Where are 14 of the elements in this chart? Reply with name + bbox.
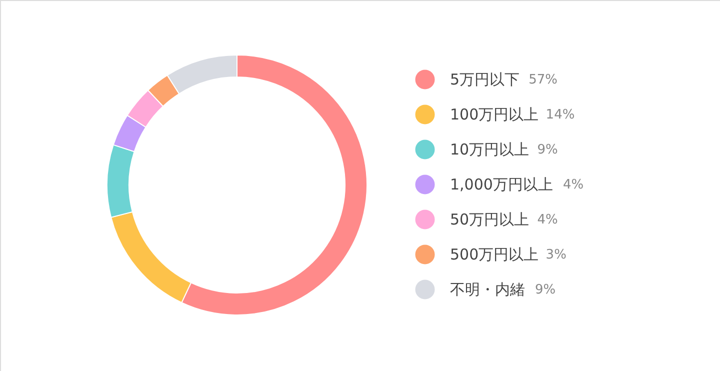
legend-label: 10万円以上 xyxy=(450,140,530,158)
data-label: 4% xyxy=(537,212,558,228)
legend-label: 500万円以上 xyxy=(450,246,539,264)
legend-label: 50万円以上 xyxy=(450,210,530,228)
data-label: 3% xyxy=(546,248,566,262)
data-label: 9% xyxy=(537,142,558,158)
legend-label: 5万円以下 xyxy=(450,70,520,88)
data-label: 4% xyxy=(563,178,584,192)
legend-label: 不明・内緒 xyxy=(450,280,525,298)
data-label: 57% xyxy=(528,72,558,88)
legend-label: 100万円以上 xyxy=(450,106,539,124)
data-label: 9% xyxy=(535,282,556,298)
data-label: 14% xyxy=(546,108,575,122)
legend-label: 1,000万円以上 xyxy=(450,176,553,194)
